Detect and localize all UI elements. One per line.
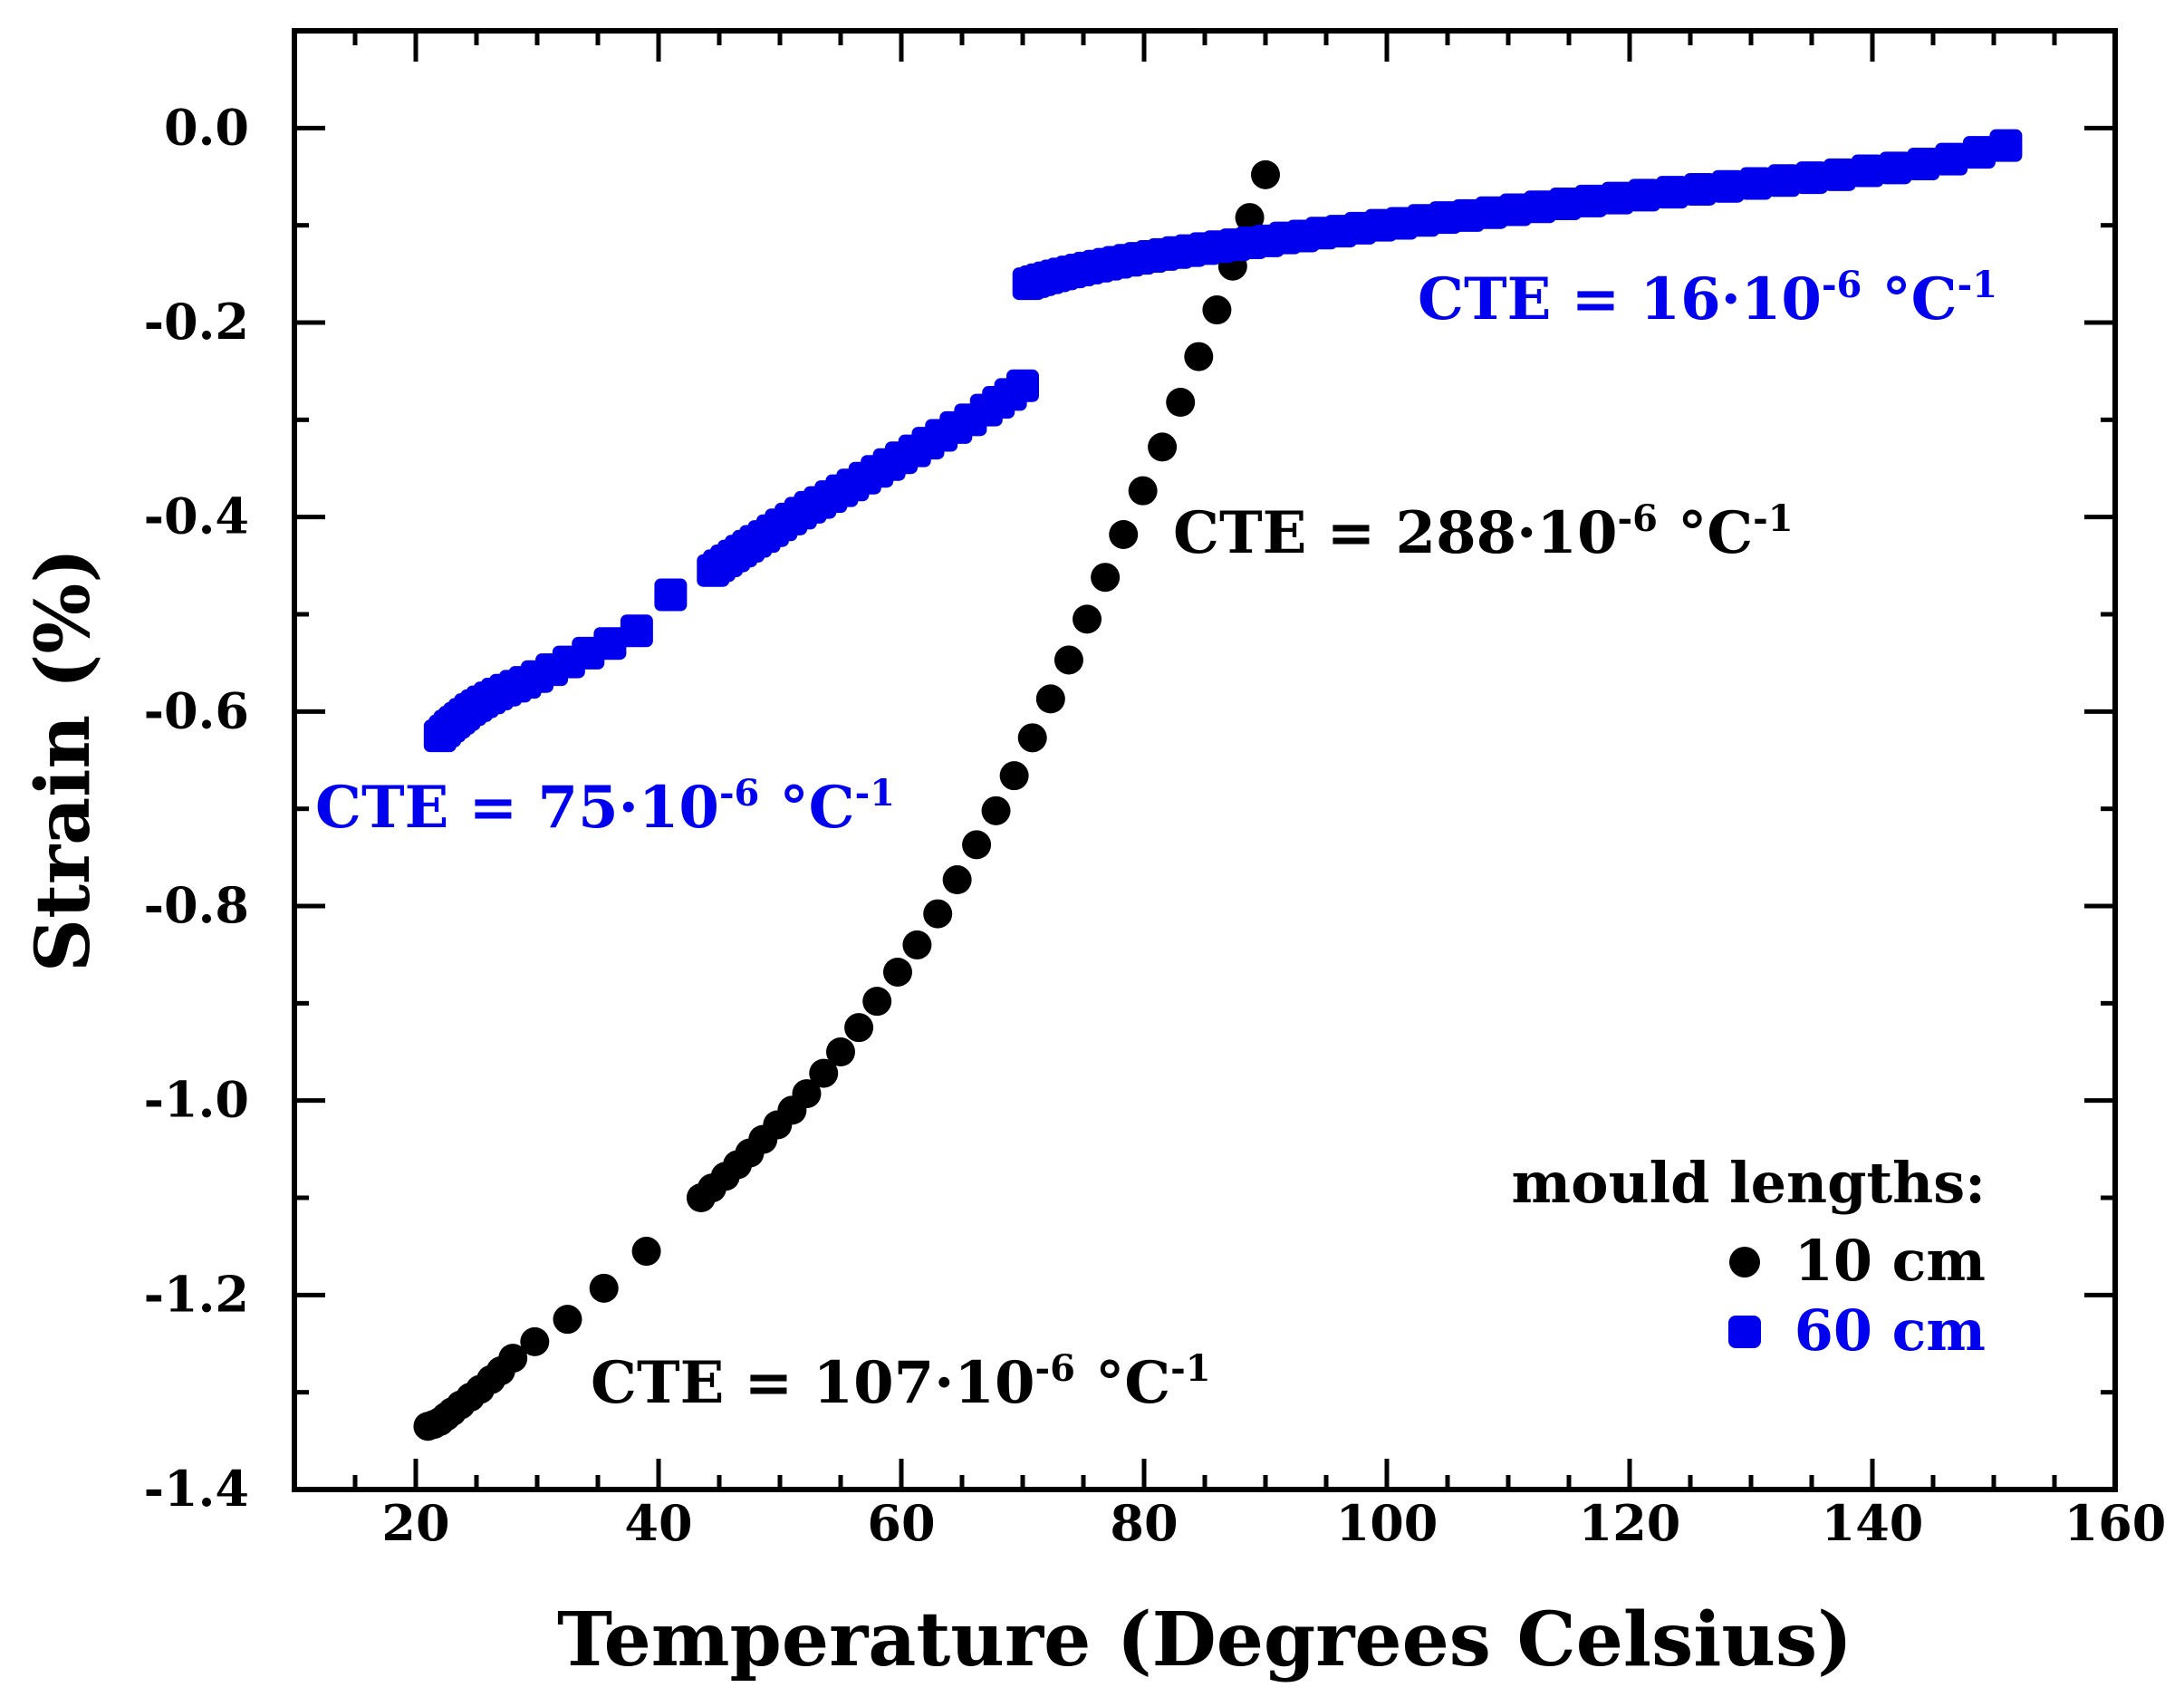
legend: mould lengths: 10 cm 60 cm <box>1512 1150 1986 1364</box>
y-tick-label: -0.8 <box>144 876 249 934</box>
x-tick-label: 40 <box>624 1494 692 1552</box>
point-10cm <box>1166 388 1196 418</box>
y-tick-label: -0.2 <box>144 293 249 351</box>
point-10cm <box>942 865 972 895</box>
point-10cm <box>1109 519 1139 549</box>
point-10cm <box>792 1079 822 1109</box>
x-axis-title: Temperature (Degrees Celsius) <box>557 1596 1852 1683</box>
legend-marker-10cm <box>1729 1247 1760 1278</box>
point-10cm <box>902 930 932 959</box>
legend-marker-60cm <box>1728 1316 1761 1348</box>
point-10cm <box>1054 645 1083 675</box>
y-axis-title: Strain (%) <box>20 548 107 972</box>
y-tick-label: -0.6 <box>144 681 249 739</box>
point-60cm <box>1989 129 2023 162</box>
x-tick-label: 80 <box>1110 1494 1178 1552</box>
point-10cm <box>520 1326 550 1356</box>
y-tick-label: -1.2 <box>144 1265 249 1323</box>
legend-label-60cm: 60 cm <box>1794 1297 1986 1364</box>
point-10cm <box>1128 476 1158 506</box>
point-10cm <box>862 987 892 1017</box>
x-tick-label: 120 <box>1579 1494 1681 1552</box>
y-tick-label: -0.4 <box>144 487 249 545</box>
point-10cm <box>1073 604 1102 634</box>
point-10cm <box>809 1058 839 1088</box>
point-60cm <box>620 614 653 648</box>
tick-labels: 20 40 60 80 100 120 140 160 0.0 -0.2 -0.4 -0.6 -0.8 -… <box>144 98 2167 1552</box>
y-tick-label: -1.4 <box>144 1460 249 1518</box>
data-points <box>413 129 2023 1441</box>
point-10cm <box>553 1305 582 1335</box>
annotation-cte75: CTE = 75·10-6 °C-1 <box>315 772 895 842</box>
point-10cm <box>1202 295 1232 325</box>
point-10cm <box>962 830 992 860</box>
point-60cm <box>1879 151 1912 185</box>
point-60cm <box>1628 178 1661 212</box>
point-60cm <box>1574 184 1608 217</box>
point-10cm <box>1184 342 1214 371</box>
point-10cm <box>1035 684 1065 714</box>
point-10cm <box>882 957 912 987</box>
x-tick-label: 140 <box>1822 1494 1924 1552</box>
point-10cm <box>1091 563 1121 593</box>
point-60cm <box>1006 369 1039 402</box>
point-60cm <box>1767 164 1801 198</box>
x-tick-label: 160 <box>2064 1494 2167 1552</box>
point-10cm <box>498 1344 528 1374</box>
point-60cm <box>1795 161 1828 195</box>
point-60cm <box>1601 181 1634 215</box>
point-10cm <box>1148 432 1178 462</box>
point-60cm <box>1655 176 1689 209</box>
point-60cm <box>1935 142 1968 176</box>
y-tick-label: -1.0 <box>144 1071 249 1129</box>
point-10cm <box>844 1013 874 1043</box>
annotation-cte288: CTE = 288·10-6 °C-1 <box>1173 497 1794 567</box>
point-60cm <box>1711 169 1745 203</box>
point-60cm <box>1851 154 1884 188</box>
legend-title: mould lengths: <box>1512 1150 1986 1216</box>
y-tick-label: 0.0 <box>164 98 249 156</box>
point-10cm <box>999 761 1029 791</box>
point-10cm <box>923 899 953 929</box>
point-10cm <box>1017 723 1047 753</box>
plot-frame <box>292 28 2118 1492</box>
point-60cm <box>1962 136 1996 169</box>
x-tick-label: 20 <box>381 1494 449 1552</box>
annotation-cte107: CTE = 107·10-6 °C-1 <box>591 1347 1211 1417</box>
point-10cm <box>631 1237 661 1267</box>
cte-annotations: CTE = 75·10-6 °C-1 CTE = 16·10-6 °C-1 CTE … <box>315 264 1997 1417</box>
point-60cm <box>593 627 627 660</box>
annotation-cte16: CTE = 16·10-6 °C-1 <box>1418 264 1997 333</box>
point-60cm <box>1523 190 1556 224</box>
point-60cm <box>1739 167 1773 200</box>
point-10cm <box>826 1037 855 1066</box>
point-60cm <box>1907 148 1940 181</box>
point-60cm <box>1683 172 1717 206</box>
point-60cm <box>654 578 688 612</box>
legend-label-10cm: 10 cm <box>1794 1228 1986 1294</box>
point-10cm <box>981 795 1011 825</box>
point-10cm <box>1251 159 1280 189</box>
x-tick-label: 60 <box>867 1494 935 1552</box>
x-tick-label: 100 <box>1336 1494 1438 1552</box>
point-60cm <box>1823 158 1856 191</box>
point-60cm <box>1548 188 1582 221</box>
point-10cm <box>589 1273 619 1303</box>
